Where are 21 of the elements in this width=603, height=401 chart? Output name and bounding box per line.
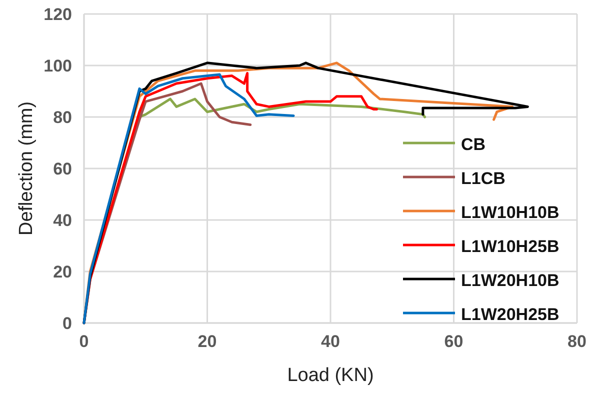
y-tick-label: 40 xyxy=(53,211,72,230)
legend-label: L1W10H10B xyxy=(461,203,560,222)
y-tick-label: 0 xyxy=(62,314,72,333)
y-axis-title: Deflection (mm) xyxy=(16,101,37,236)
y-tick-label: 120 xyxy=(44,5,72,24)
x-tick-label: 60 xyxy=(444,332,464,351)
line-series xyxy=(82,73,295,324)
legend-label: L1W20H25B xyxy=(461,305,560,324)
legend-label: L1CB xyxy=(461,169,506,188)
legend-label: L1W20H10B xyxy=(461,271,560,290)
x-tick-label: 20 xyxy=(198,332,217,351)
legend-label: CB xyxy=(461,135,486,154)
legend-label: L1W10H25B xyxy=(461,237,560,256)
y-tick-label: 100 xyxy=(44,56,72,76)
x-tick-label: 80 xyxy=(568,332,586,351)
x-tick-label: 0 xyxy=(79,332,89,351)
y-tick-label: 20 xyxy=(53,262,72,282)
x-tick-label: 40 xyxy=(321,332,340,351)
y-tick-label: 60 xyxy=(53,160,72,178)
x-axis-title: Load (KN) xyxy=(287,365,374,386)
y-tick-label: 80 xyxy=(53,108,72,127)
